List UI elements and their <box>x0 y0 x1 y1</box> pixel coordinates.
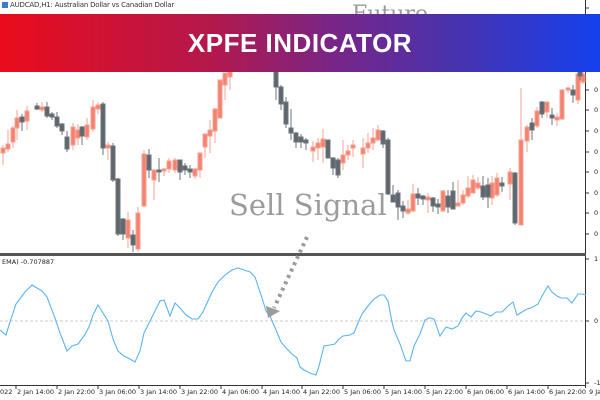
time-label: 3 Jan 14:00 <box>140 388 178 396</box>
indicator-tick-zero: 0 <box>594 317 599 325</box>
time-label: 4 Jan 06:00 <box>222 388 260 396</box>
price-tick: 0 <box>594 106 599 114</box>
chart-title: AUDCAD,H1: Australian Dollar vs Canadian… <box>2 1 174 9</box>
time-axis-ticks <box>15 385 549 389</box>
time-label: 4 Jan 14:00 <box>263 388 301 396</box>
time-label: 6 Jan 22:00 <box>549 388 587 396</box>
time-label: 3 Jan 22:00 <box>181 388 219 396</box>
indicator-banner: XPFE INDICATOR <box>0 14 600 72</box>
time-label: 5 Jan 14:00 <box>385 388 423 396</box>
time-label: 3 Jan 06:00 <box>99 388 137 396</box>
price-tick: 0 <box>594 209 599 217</box>
banner-title: XPFE INDICATOR <box>187 27 413 58</box>
indicator-tick-bottom: -1 <box>594 379 600 387</box>
time-label: 9 Jan <box>589 388 600 396</box>
time-axis: 022 2 Jan 14:00 2 Jan 22:00 3 Jan 06:00 … <box>0 388 600 400</box>
sell-signal-label: Sell Signal <box>229 188 387 222</box>
time-label: 4 Jan 22:00 <box>303 388 341 396</box>
indicator-tick-top: 1 <box>594 255 599 263</box>
price-tick: 0 <box>594 230 599 238</box>
pane-separator[interactable] <box>0 253 586 256</box>
time-label: 2 Jan 22:00 <box>58 388 96 396</box>
indicator-line <box>0 267 587 376</box>
chart-title-text: AUDCAD,H1: Australian Dollar vs Canadian… <box>10 1 175 9</box>
chart-symbol-icon <box>2 2 8 8</box>
price-axis-ticks <box>585 7 589 384</box>
price-tick: 0 <box>594 148 599 156</box>
price-tick: 0 <box>594 168 599 176</box>
bear-candles <box>19 59 583 252</box>
sell-signal-arrow-head <box>266 306 280 318</box>
indicator-label: EMA) -0.707887 <box>2 258 55 266</box>
time-label: 5 Jan 22:00 <box>426 388 464 396</box>
price-tick: 0 <box>594 189 599 197</box>
time-label: 2 Jan 14:00 <box>17 388 55 396</box>
time-label: 022 <box>0 388 13 396</box>
price-tick: 0 <box>594 86 599 94</box>
bull-candles <box>0 65 586 252</box>
time-label: 6 Jan 06:00 <box>467 388 505 396</box>
price-tick: 0 <box>594 127 599 135</box>
sell-signal-arrow-shaft <box>272 236 309 309</box>
time-label: 5 Jan 06:00 <box>344 388 382 396</box>
time-label: 6 Jan 14:00 <box>508 388 546 396</box>
